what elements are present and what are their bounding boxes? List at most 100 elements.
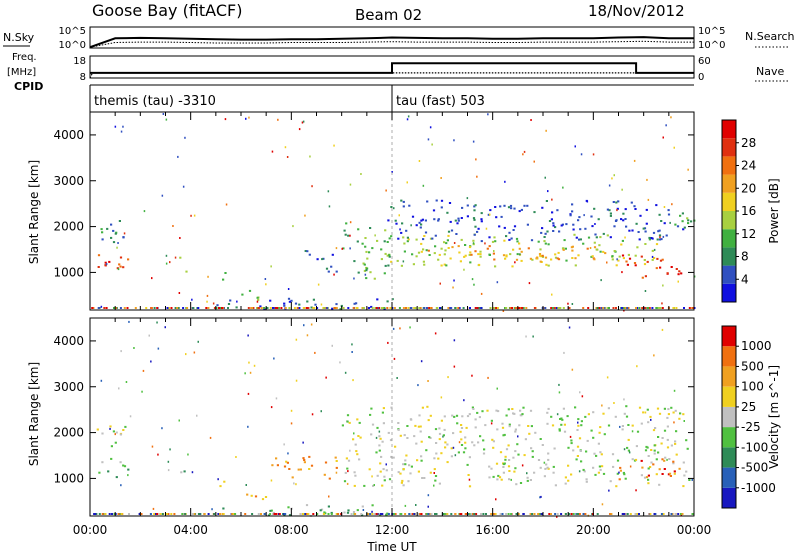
power-gs-cell: [257, 307, 260, 309]
power-cell: [433, 218, 436, 221]
velocity-gs-cell: [322, 513, 325, 515]
velocity-cell: [592, 411, 595, 414]
power-cell: [663, 222, 666, 225]
velocity-cell: [558, 428, 561, 431]
velocity-speckle: [141, 390, 143, 393]
power-speckle: [374, 234, 376, 237]
power-gs-cell: [386, 307, 389, 309]
power-cell: [387, 264, 390, 267]
power-cell: [406, 236, 409, 239]
power-cell: [503, 226, 506, 229]
velocity-cell: [358, 458, 361, 461]
velocity-gs-cell: [621, 513, 624, 515]
velocity-cell: [552, 465, 555, 468]
power-gs-cell: [362, 307, 365, 309]
power-cell: [400, 231, 403, 234]
velocity-cell: [661, 473, 664, 475]
velocity-cell: [516, 443, 519, 446]
power-speckle: [117, 268, 120, 271]
velocity-cell: [379, 462, 382, 465]
power-cell: [493, 258, 496, 261]
power-speckle: [302, 120, 305, 123]
velocity-speckle: [623, 398, 625, 401]
velocity-cell: [383, 479, 386, 482]
power-cell: [454, 219, 457, 222]
velocity-cell: [453, 415, 456, 418]
velocity-gs-cell: [623, 513, 626, 515]
velocity-cell: [219, 485, 222, 488]
velocity-cell: [499, 451, 503, 454]
power-cell: [400, 264, 403, 267]
velocity-speckle: [581, 395, 584, 398]
power-cell: [110, 236, 113, 239]
power-gs-cell: [595, 307, 598, 309]
power-cell: [571, 203, 574, 206]
velocity-gs-cell: [282, 513, 285, 515]
nave-label: Nave: [756, 65, 784, 78]
power-cell: [477, 227, 480, 230]
velocity-gs-cell: [501, 513, 504, 515]
power-gs-cell: [378, 307, 381, 309]
power-speckle: [311, 185, 313, 188]
velocity-cell: [580, 460, 583, 463]
noise-panel: 10^5 10^0 10^5 10^0: [59, 26, 726, 51]
velocity-speckle: [339, 361, 341, 364]
velocity-speckle: [100, 379, 103, 382]
velocity-cell: [666, 438, 669, 441]
power-cell: [658, 229, 661, 232]
velocity-cell: [399, 434, 402, 437]
velocity-gs-cell: [529, 513, 532, 515]
power-speckle: [606, 261, 608, 264]
power-gs-cell: [166, 307, 169, 309]
velocity-cell: [500, 478, 503, 481]
velocity-gs-cell: [473, 513, 476, 515]
power-cell: [550, 218, 553, 221]
power-cell: [423, 263, 426, 266]
power-cell: [492, 252, 495, 255]
velocity-cell: [585, 478, 588, 481]
power-gs-cell: [413, 307, 416, 309]
velocity-cell: [578, 437, 582, 440]
velocity-speckle: [673, 389, 676, 392]
power-gs-cell: [522, 307, 525, 309]
velocity-cell: [519, 409, 522, 412]
power-speckle: [284, 146, 287, 149]
velocity-cell: [409, 472, 412, 475]
power-cell: [681, 220, 684, 223]
power-cell: [518, 242, 521, 245]
power-cell: [635, 222, 638, 225]
velocity-speckle: [209, 436, 212, 439]
velocity-cell: [560, 423, 563, 426]
velocity-cell: [640, 474, 643, 477]
power-gs-cell: [555, 307, 558, 309]
velocity-cell: [672, 460, 675, 463]
velocity-speckle: [487, 376, 489, 379]
velocity-gs-cell: [584, 513, 587, 515]
velocity-cell: [382, 407, 385, 410]
velocity-cell: [486, 409, 489, 412]
velocity-gs-cell: [284, 513, 287, 515]
velocity-cell: [623, 473, 626, 476]
power-cell: [397, 237, 400, 240]
power-cell: [658, 213, 661, 216]
power-cell: [544, 242, 547, 245]
power-cell: [314, 303, 317, 306]
power-gs-cell: [218, 307, 220, 309]
power-cell: [100, 228, 103, 231]
power-cell: [658, 234, 662, 237]
power-cell: [494, 240, 497, 243]
velocity-cell: [517, 453, 520, 456]
power-speckle: [429, 126, 432, 129]
velocity-cell: [574, 406, 577, 409]
velocity-speckle: [275, 397, 278, 400]
power-cell: [426, 200, 429, 203]
power-cell: [445, 242, 448, 245]
power-cell: [106, 227, 109, 230]
power-cell: [287, 297, 291, 300]
velocity-cell: [330, 511, 333, 514]
power-cell: [548, 220, 552, 222]
velocity-cell: [468, 485, 472, 488]
power-speckle: [567, 302, 569, 305]
velocity-ylabel: Slant Range [km]: [27, 362, 41, 466]
velocity-cell: [352, 438, 355, 441]
